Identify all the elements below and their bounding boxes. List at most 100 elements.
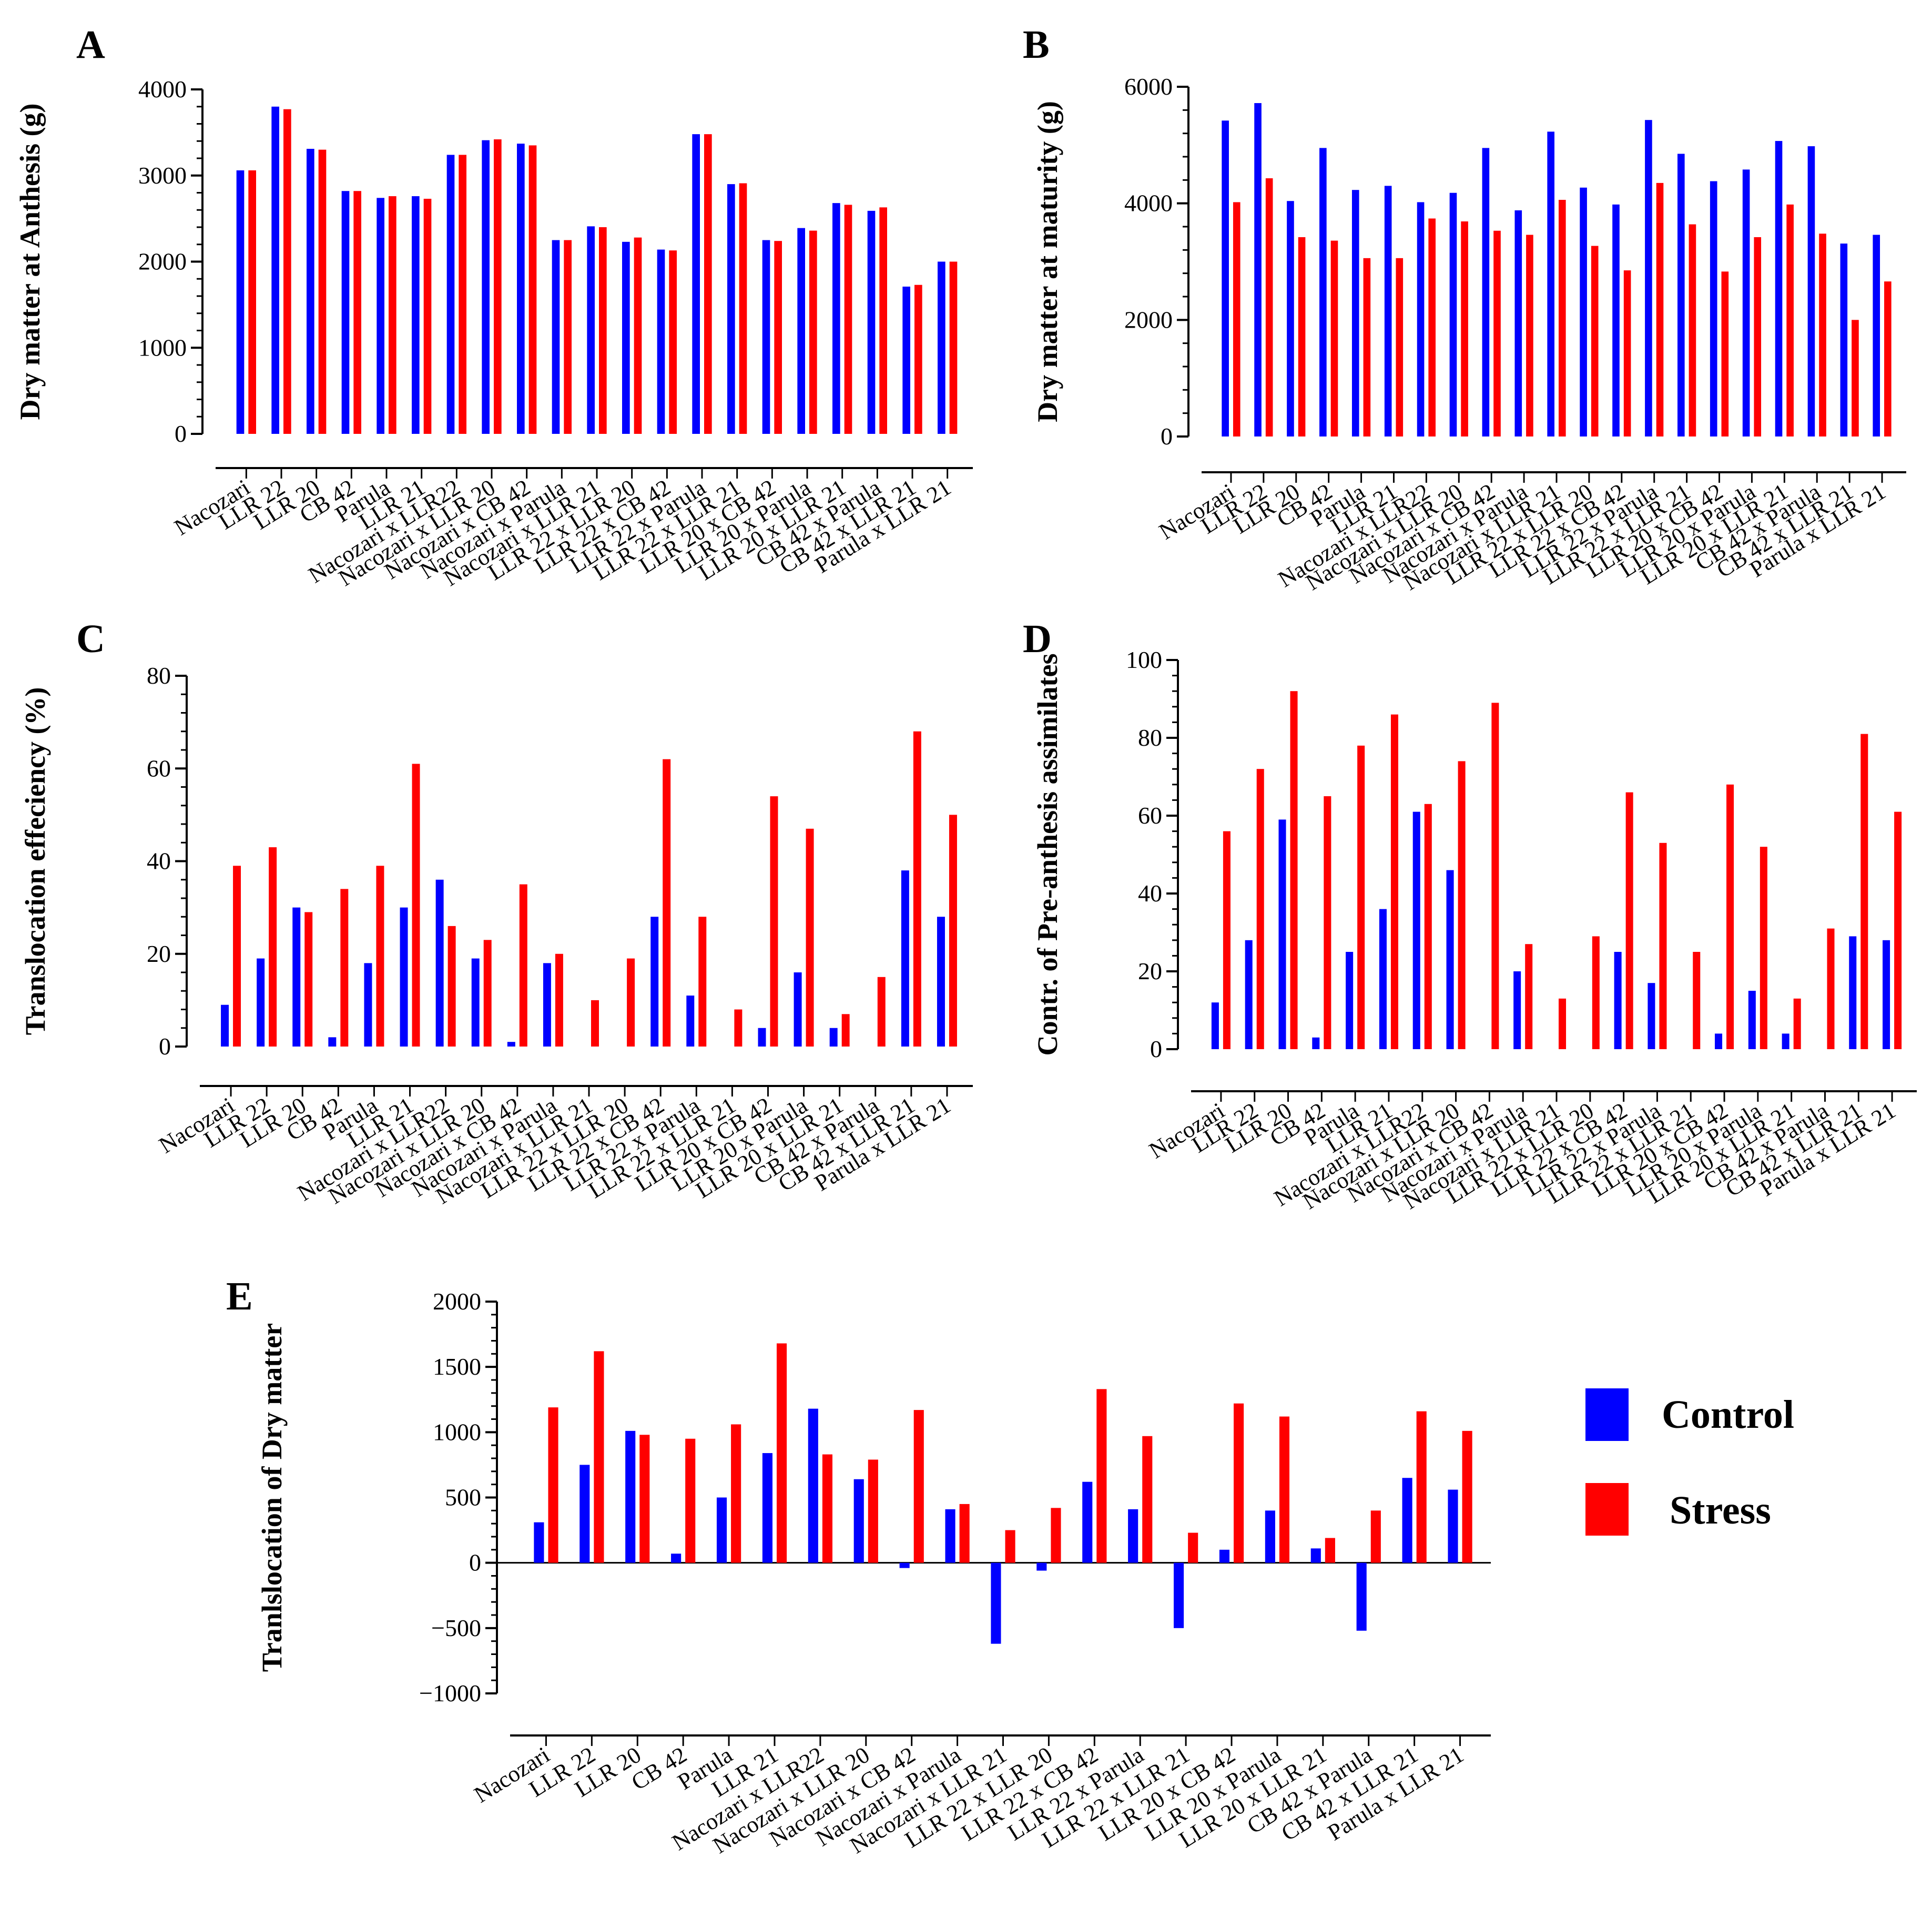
bar-a-stress-nacozari [248,170,256,434]
bar-a-control-llr-21 [412,196,420,434]
y-tick-label-d: 20 [1138,958,1162,984]
bar-d-stress-nacozari-x-llr22 [1424,804,1432,1049]
bar-b-stress-parula-x-llr-21 [1884,281,1892,436]
bar-b-control-llr-22-x-llr-21 [1677,154,1685,436]
bar-e-stress-cb-42-x-llr-21 [1416,1411,1427,1563]
bar-c-control-llr-22 [257,958,265,1047]
bar-c-control-nacozari-x-cb-42 [507,1042,515,1047]
bar-e-control-llr-22 [579,1465,590,1563]
bar-b-control-llr-22-x-llr-20 [1580,187,1587,436]
bar-d-stress-nacozari-x-parula [1525,944,1533,1049]
y-tick-label-e: −500 [431,1615,481,1641]
bar-b-control-llr-20-x-cb-42 [1710,181,1717,436]
bar-e-stress-llr-22-x-cb-42 [1096,1389,1107,1563]
bar-d-stress-cb-42-x-parula [1827,928,1835,1049]
bar-b-stress-llr-22 [1265,178,1273,436]
y-tick-label-c: 60 [147,755,171,781]
bar-b-stress-nacozari-x-llr-21 [1559,200,1566,436]
bar-b-stress-llr-20 [1298,237,1306,436]
bar-c-control-nacozari-x-parula [543,963,551,1047]
bar-b-control-nacozari [1222,120,1229,437]
bar-b-stress-llr-22-x-llr-20 [1591,246,1599,436]
bar-d-stress-parula [1357,745,1365,1049]
bar-e-control-parula-x-llr-21 [1448,1489,1458,1563]
bar-a-stress-llr-22-x-parula [704,134,712,434]
bar-c-stress-parula-x-llr-21 [949,815,957,1047]
bar-c-stress-llr-22-x-cb-42 [663,759,671,1047]
bar-c-stress-cb-42-x-parula [877,977,886,1047]
bar-d-stress-nacozari-x-llr-21 [1559,998,1567,1049]
bar-e-stress-llr-20-x-llr-21 [1325,1538,1335,1563]
bar-c-stress-nacozari-x-llr-21 [591,1000,599,1047]
bar-b-control-llr-22 [1254,103,1262,437]
bar-b-control-llr-22-x-cb-42 [1612,204,1620,436]
bar-b-stress-llr-20-x-cb-42 [1721,271,1729,436]
bar-a-stress-nacozari-x-llr-20 [494,139,502,434]
bar-b-stress-nacozari-x-llr-20 [1461,221,1468,436]
bar-d-control-llr-22-x-cb-42 [1614,952,1622,1049]
bar-a-stress-llr-21 [423,198,432,434]
y-tick-label-d: 100 [1126,646,1162,673]
y-tick-label-c: 40 [147,848,171,875]
bar-b-control-nacozari-x-parula [1514,210,1522,436]
bar-a-control-nacozari-x-llr-21 [587,226,595,434]
bar-d-control-nacozari-x-llr22 [1412,811,1420,1049]
bar-a-stress-llr-20-x-llr-21 [844,205,852,434]
bar-e-control-nacozari [534,1522,544,1563]
bar-c-stress-llr-20 [304,912,313,1047]
panel-label-b: B [1023,23,1050,67]
bar-b-control-llr-20-x-llr-21 [1775,141,1783,436]
legend: Control Stress [1585,1388,1794,1536]
bar-b-control-nacozari-x-llr22 [1417,202,1425,436]
bar-a-control-llr-20-x-cb-42 [762,240,770,434]
bar-b-stress-nacozari-x-parula [1526,235,1533,436]
bar-b-stress-cb-42 [1330,240,1338,436]
bar-b-control-parula-x-llr-21 [1873,235,1880,436]
bar-c-control-llr-20-x-cb-42 [758,1028,766,1047]
bar-a-control-nacozari-x-cb-42 [517,144,525,434]
y-tick-label-e: 2000 [433,1288,481,1315]
bar-e-control-nacozari-x-parula [945,1509,955,1563]
bar-b-control-nacozari-x-llr-20 [1449,192,1457,436]
bar-e-control-nacozari-x-cb-42 [899,1562,910,1568]
bar-b-control-nacozari-x-cb-42 [1482,148,1490,436]
bar-d-control-nacozari-x-parula [1513,971,1521,1049]
bar-e-stress-parula-x-llr-21 [1462,1430,1472,1563]
bar-a-stress-parula [389,196,396,434]
bar-e-stress-parula [731,1424,741,1563]
bar-a-control-llr-22-x-cb-42 [657,249,665,434]
bar-d-stress-nacozari [1223,831,1231,1049]
bar-a-stress-parula-x-llr-21 [949,261,958,434]
bar-a-control-llr-22-x-llr-21 [727,184,735,434]
bar-b-control-cb-42 [1319,148,1327,436]
bar-a-control-nacozari-x-llr-20 [482,140,490,434]
bar-a-control-parula [377,198,384,434]
bar-b-stress-cb-42-x-parula [1819,233,1826,436]
y-tick-label-c: 0 [159,1033,171,1060]
bar-e-control-parula [716,1497,727,1563]
bar-b-stress-nacozari-x-cb-42 [1493,230,1501,436]
bar-c-stress-parula [376,866,384,1047]
bar-e-stress-llr-20-x-cb-42 [1234,1403,1244,1563]
y-axis-label-e: Tranlslocation of Dry matter [256,1323,288,1672]
y-axis-label-d: Contr. of Pre-anthesis assimilates [1032,654,1063,1056]
bar-a-control-nacozari-x-parula [552,240,560,434]
bar-d-stress-parula-x-llr-21 [1894,811,1902,1049]
bar-a-control-parula-x-llr-21 [938,261,945,434]
y-tick-label-e: 1500 [433,1353,481,1380]
bar-a-stress-nacozari-x-llr-21 [599,227,607,434]
bar-a-stress-cb-42-x-parula [879,207,887,434]
bar-e-control-llr-22-x-parula [1128,1509,1138,1563]
bar-e-control-llr-20-x-cb-42 [1219,1549,1230,1563]
y-axis-label-a: Dry matter at Anthesis (g) [14,104,46,420]
bar-c-stress-llr-21 [412,764,420,1047]
y-tick-label-d: 40 [1138,880,1162,907]
bar-c-control-llr-20-x-parula [794,972,802,1047]
bar-e-control-nacozari-x-llr-20 [853,1479,864,1563]
bar-e-stress-cb-42 [685,1438,696,1563]
y-tick-label-c: 80 [147,662,171,689]
bar-d-control-parula [1346,952,1354,1049]
bar-b-control-llr-22-x-parula [1645,120,1652,437]
bar-c-stress-nacozari-x-parula [555,953,563,1047]
